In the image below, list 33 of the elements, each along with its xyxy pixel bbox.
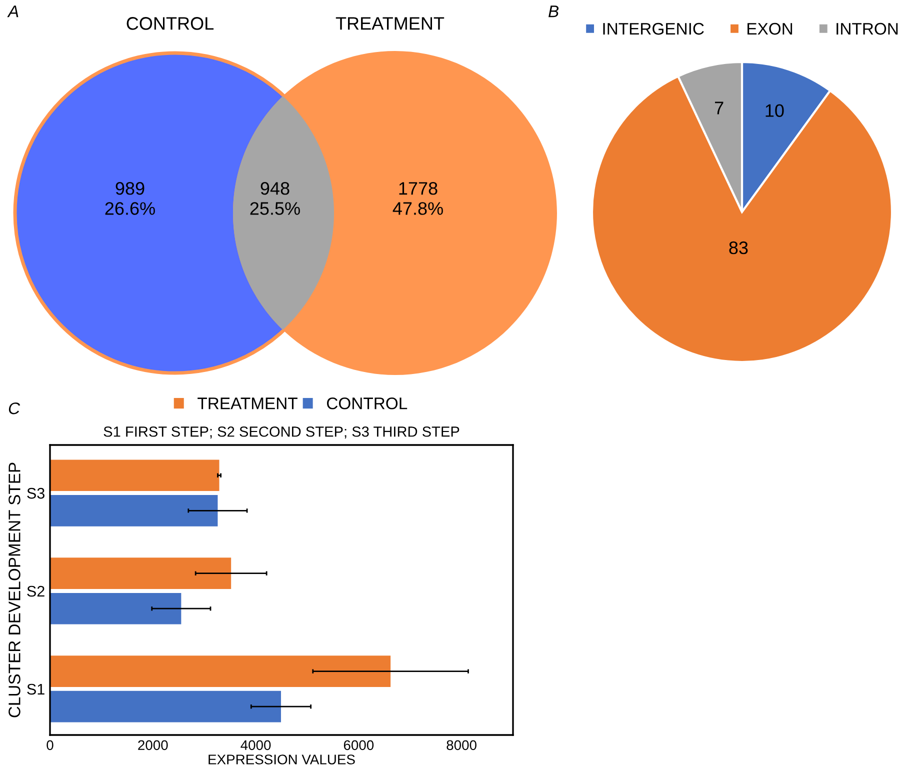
text: C	[8, 402, 20, 414]
y-axis-title: CLUSTER DEVELOPMENT STEP	[8, 462, 20, 718]
bar	[50, 690, 281, 722]
data-label: 7	[715, 102, 724, 114]
legend-label: INTERGENIC	[603, 22, 704, 35]
bar	[50, 494, 218, 526]
legend-label: INTRON	[836, 22, 898, 35]
text: 948 25.5%	[250, 182, 300, 215]
bar	[50, 592, 182, 624]
chart-title: S1 FIRST STEP; S2 SECOND STEP; S3 THIRD STEP	[104, 426, 460, 439]
category-label: TREATMENT	[336, 17, 444, 30]
legend-label: EXON	[748, 22, 792, 35]
legend-label: CONTROL	[327, 398, 408, 410]
y-tick-label: S2	[27, 586, 44, 597]
bar	[50, 558, 232, 590]
category-label: CONTROL	[126, 17, 214, 30]
text: B	[548, 6, 559, 18]
x-tick-label: 8000	[446, 740, 476, 750]
x-tick-label: 2000	[138, 740, 168, 750]
legend-label: TREATMENT	[198, 398, 298, 410]
x-tick-label: 4000	[240, 740, 271, 750]
data-label: 83	[729, 241, 748, 254]
text: 1778 47.8%	[392, 182, 443, 215]
y-tick-label: S3	[27, 488, 44, 499]
bar	[50, 460, 220, 492]
text: A	[7, 6, 18, 18]
x-axis-title: EXPRESSION VALUES	[208, 754, 355, 764]
x-tick-label: 0	[46, 740, 54, 750]
x-tick-label: 6000	[344, 740, 374, 750]
bar	[50, 656, 391, 687]
y-tick-label: S1	[27, 684, 44, 695]
data-label: 10	[766, 104, 784, 117]
text: 989 26.6%	[105, 182, 155, 215]
